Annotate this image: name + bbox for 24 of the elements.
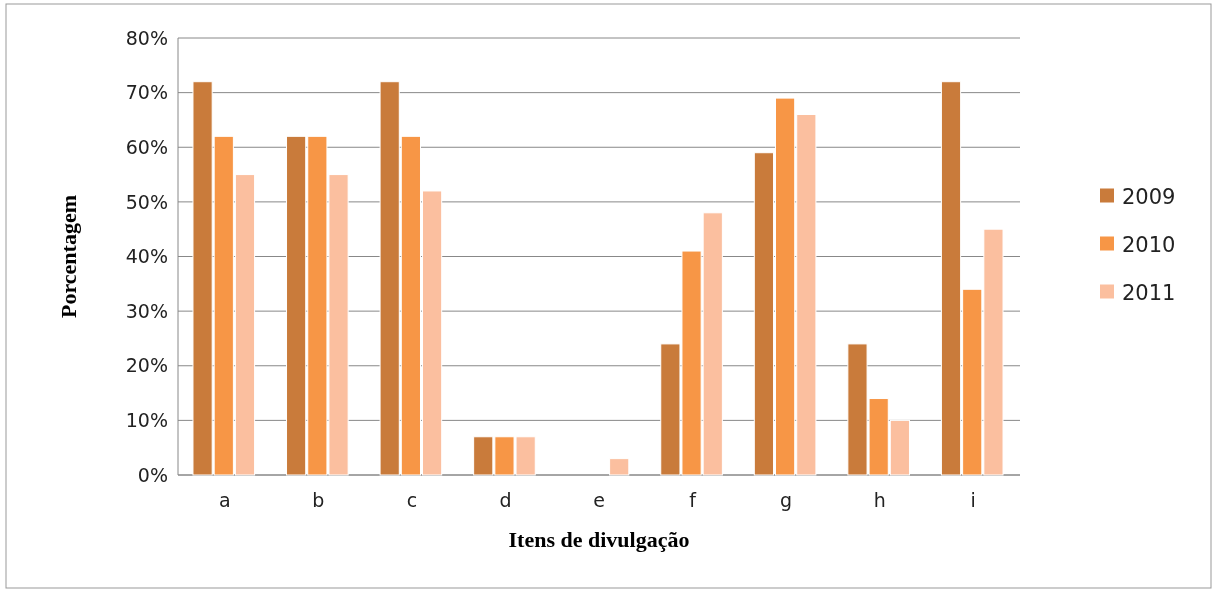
- x-tick-label: i: [970, 489, 976, 511]
- x-tick-label: c: [406, 489, 418, 511]
- y-axis-title: Porcentagem: [56, 195, 81, 318]
- y-tick-label: 10%: [125, 409, 168, 432]
- y-tick-label: 40%: [125, 245, 168, 268]
- y-tick-label: 80%: [125, 26, 168, 49]
- legend-label: 2010: [1122, 232, 1176, 257]
- bar: [609, 458, 630, 476]
- x-tick-label: h: [873, 489, 886, 511]
- x-tick-label: e: [593, 489, 605, 511]
- legend-label: 2011: [1122, 280, 1176, 305]
- legend-label: 2009: [1122, 184, 1176, 209]
- y-tick-label: 20%: [125, 354, 168, 377]
- x-tick-label: d: [499, 489, 512, 511]
- y-tick-label: 0%: [137, 463, 168, 486]
- y-tick-label: 30%: [125, 299, 168, 322]
- y-tick-label: 50%: [125, 190, 168, 213]
- x-tick-label: a: [218, 489, 231, 511]
- x-tick-label: f: [689, 489, 698, 511]
- y-tick-label: 60%: [125, 135, 168, 158]
- x-tick-label: b: [312, 489, 325, 511]
- x-tick-label: g: [780, 489, 793, 511]
- x-axis-title: Itens de divulgação: [508, 527, 690, 552]
- y-tick-label: 70%: [125, 81, 168, 104]
